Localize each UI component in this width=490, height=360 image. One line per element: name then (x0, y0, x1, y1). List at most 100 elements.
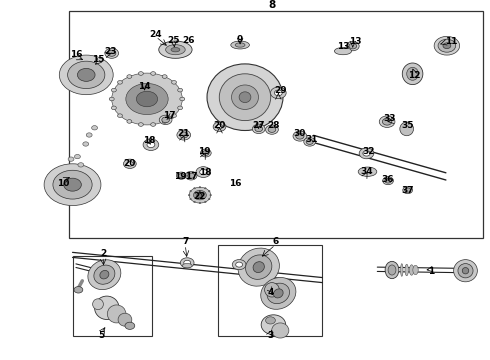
Circle shape (255, 126, 263, 132)
Circle shape (190, 198, 191, 200)
Circle shape (434, 36, 460, 55)
Circle shape (180, 258, 194, 268)
Circle shape (274, 90, 282, 96)
Circle shape (443, 43, 451, 49)
Circle shape (123, 159, 136, 168)
Circle shape (125, 322, 135, 329)
Ellipse shape (118, 313, 132, 326)
Text: 11: 11 (444, 37, 457, 46)
Circle shape (184, 260, 191, 265)
Text: 13: 13 (349, 37, 362, 46)
Circle shape (59, 55, 113, 95)
Circle shape (188, 194, 190, 196)
Text: 6: 6 (272, 238, 278, 246)
Text: 10: 10 (57, 179, 70, 188)
Circle shape (438, 39, 456, 52)
Ellipse shape (107, 305, 126, 323)
Circle shape (210, 194, 212, 196)
Ellipse shape (462, 267, 469, 274)
Ellipse shape (454, 260, 477, 282)
Bar (69, 11, 483, 238)
Ellipse shape (232, 85, 259, 109)
Circle shape (162, 117, 170, 123)
Circle shape (266, 317, 275, 324)
Circle shape (185, 171, 197, 180)
Circle shape (196, 167, 211, 177)
Circle shape (68, 157, 74, 161)
Text: 37: 37 (401, 186, 414, 194)
Circle shape (189, 187, 211, 203)
Text: 34: 34 (360, 166, 373, 175)
Circle shape (194, 188, 196, 189)
Text: 30: 30 (294, 129, 306, 138)
Circle shape (150, 72, 156, 75)
Ellipse shape (166, 45, 185, 55)
Circle shape (232, 260, 246, 270)
Circle shape (180, 132, 188, 138)
Text: 17: 17 (185, 172, 197, 181)
Circle shape (209, 190, 210, 192)
Circle shape (112, 73, 182, 125)
Circle shape (78, 163, 84, 167)
Text: 29: 29 (274, 86, 287, 95)
Ellipse shape (273, 289, 283, 298)
Text: 31: 31 (305, 135, 318, 144)
Ellipse shape (239, 92, 251, 103)
Circle shape (172, 114, 176, 117)
Circle shape (385, 178, 392, 183)
Circle shape (136, 91, 158, 107)
Ellipse shape (388, 265, 396, 275)
Ellipse shape (407, 67, 418, 80)
Ellipse shape (402, 63, 423, 85)
Text: 19: 19 (174, 172, 187, 181)
Circle shape (346, 41, 359, 51)
Text: 7: 7 (182, 238, 189, 246)
Ellipse shape (413, 265, 418, 275)
Ellipse shape (182, 264, 192, 268)
Ellipse shape (93, 299, 103, 310)
Text: 32: 32 (362, 147, 375, 156)
Ellipse shape (231, 41, 249, 49)
Ellipse shape (235, 43, 245, 47)
Circle shape (109, 97, 114, 101)
Circle shape (44, 164, 101, 206)
Circle shape (266, 125, 278, 134)
Circle shape (293, 131, 307, 141)
Circle shape (196, 193, 203, 198)
Ellipse shape (100, 270, 109, 279)
Circle shape (268, 127, 276, 132)
Circle shape (304, 138, 316, 146)
Ellipse shape (88, 260, 121, 289)
Circle shape (405, 188, 411, 192)
Circle shape (178, 106, 183, 110)
Ellipse shape (405, 264, 408, 276)
Circle shape (188, 173, 195, 178)
Circle shape (349, 43, 357, 49)
Ellipse shape (95, 296, 119, 320)
Text: 14: 14 (138, 82, 151, 91)
Text: 20: 20 (123, 159, 136, 168)
Ellipse shape (261, 278, 296, 309)
Text: 15: 15 (92, 55, 104, 64)
Ellipse shape (358, 167, 377, 176)
Circle shape (147, 142, 155, 148)
Circle shape (162, 120, 167, 123)
Circle shape (180, 97, 185, 101)
Circle shape (204, 188, 206, 189)
Circle shape (64, 178, 81, 191)
Bar (73, 256, 152, 336)
Text: 23: 23 (104, 46, 117, 55)
Text: 35: 35 (401, 121, 414, 130)
Circle shape (162, 75, 167, 78)
Text: 36: 36 (382, 175, 394, 184)
Text: 18: 18 (198, 167, 211, 176)
Circle shape (159, 115, 172, 125)
Circle shape (204, 202, 206, 203)
Ellipse shape (207, 64, 283, 130)
Text: 16: 16 (229, 179, 242, 188)
Text: 28: 28 (267, 122, 280, 130)
Circle shape (68, 61, 105, 89)
Circle shape (74, 287, 83, 293)
Text: 20: 20 (213, 121, 226, 130)
Circle shape (77, 68, 95, 81)
